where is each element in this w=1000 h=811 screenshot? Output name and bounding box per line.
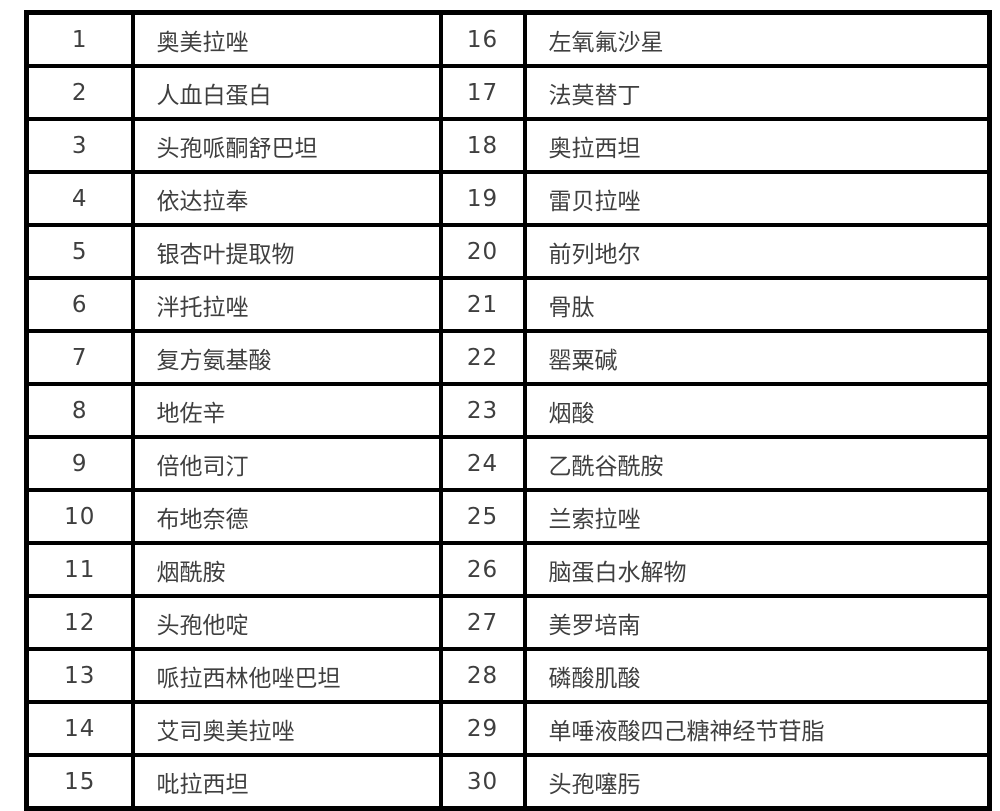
left-rank-cell: 5 (24, 223, 135, 280)
right-rank-cell: 28 (438, 647, 527, 704)
right-rank-cell: 16 (438, 10, 527, 68)
right-rank-cell: 26 (438, 541, 527, 598)
left-rank-cell: 6 (24, 276, 135, 333)
right-drug-name-cell: 磷酸肌酸 (522, 647, 992, 704)
table-row: 9 倍他司汀 24 乙酰谷酰胺 (24, 435, 992, 492)
left-drug-name-cell: 吡拉西坦 (130, 753, 443, 811)
right-drug-name-cell: 左氧氟沙星 (522, 10, 992, 68)
right-drug-name-cell: 头孢噻肟 (522, 753, 992, 811)
right-rank-cell: 19 (438, 170, 527, 227)
left-drug-name-cell: 泮托拉唑 (130, 276, 443, 333)
right-rank-cell: 17 (438, 64, 527, 121)
table-row: 10 布地奈德 25 兰索拉唑 (24, 488, 992, 545)
table-row: 15 吡拉西坦 30 头孢噻肟 (24, 753, 992, 811)
right-drug-name-cell: 罂粟碱 (522, 329, 992, 386)
table-row: 6 泮托拉唑 21 骨肽 (24, 276, 992, 333)
right-drug-name-cell: 脑蛋白水解物 (522, 541, 992, 598)
table-row: 8 地佐辛 23 烟酸 (24, 382, 992, 439)
table-row: 12 头孢他啶 27 美罗培南 (24, 594, 992, 651)
drug-list-table: 1 奥美拉唑 16 左氧氟沙星 2 人血白蛋白 17 法莫替丁 3 头孢哌酮舒巴… (24, 10, 992, 811)
table-row: 13 哌拉西林他唑巴坦 28 磷酸肌酸 (24, 647, 992, 704)
drug-table-body: 1 奥美拉唑 16 左氧氟沙星 2 人血白蛋白 17 法莫替丁 3 头孢哌酮舒巴… (24, 10, 992, 811)
left-drug-name-cell: 人血白蛋白 (130, 64, 443, 121)
table-row: 11 烟酰胺 26 脑蛋白水解物 (24, 541, 992, 598)
left-rank-cell: 15 (24, 753, 135, 811)
right-rank-cell: 24 (438, 435, 527, 492)
right-drug-name-cell: 乙酰谷酰胺 (522, 435, 992, 492)
left-rank-cell: 8 (24, 382, 135, 439)
left-drug-name-cell: 头孢他啶 (130, 594, 443, 651)
table-row: 1 奥美拉唑 16 左氧氟沙星 (24, 10, 992, 68)
left-rank-cell: 7 (24, 329, 135, 386)
left-drug-name-cell: 复方氨基酸 (130, 329, 443, 386)
right-drug-name-cell: 兰索拉唑 (522, 488, 992, 545)
table-row: 14 艾司奥美拉唑 29 单唾液酸四己糖神经节苷脂 (24, 700, 992, 757)
right-rank-cell: 27 (438, 594, 527, 651)
right-drug-name-cell: 美罗培南 (522, 594, 992, 651)
left-rank-cell: 1 (24, 10, 135, 68)
right-drug-name-cell: 骨肽 (522, 276, 992, 333)
right-drug-name-cell: 法莫替丁 (522, 64, 992, 121)
left-rank-cell: 2 (24, 64, 135, 121)
left-rank-cell: 10 (24, 488, 135, 545)
left-rank-cell: 11 (24, 541, 135, 598)
table-row: 3 头孢哌酮舒巴坦 18 奥拉西坦 (24, 117, 992, 174)
left-rank-cell: 12 (24, 594, 135, 651)
left-drug-name-cell: 奥美拉唑 (130, 10, 443, 68)
left-rank-cell: 13 (24, 647, 135, 704)
left-drug-name-cell: 布地奈德 (130, 488, 443, 545)
right-drug-name-cell: 单唾液酸四己糖神经节苷脂 (522, 700, 992, 757)
right-rank-cell: 29 (438, 700, 527, 757)
right-rank-cell: 30 (438, 753, 527, 811)
table-row: 7 复方氨基酸 22 罂粟碱 (24, 329, 992, 386)
left-drug-name-cell: 地佐辛 (130, 382, 443, 439)
right-rank-cell: 20 (438, 223, 527, 280)
left-drug-name-cell: 头孢哌酮舒巴坦 (130, 117, 443, 174)
table-row: 2 人血白蛋白 17 法莫替丁 (24, 64, 992, 121)
table-row: 5 银杏叶提取物 20 前列地尔 (24, 223, 992, 280)
right-drug-name-cell: 奥拉西坦 (522, 117, 992, 174)
table-row: 4 依达拉奉 19 雷贝拉唑 (24, 170, 992, 227)
left-rank-cell: 9 (24, 435, 135, 492)
left-rank-cell: 3 (24, 117, 135, 174)
left-rank-cell: 14 (24, 700, 135, 757)
right-rank-cell: 23 (438, 382, 527, 439)
right-drug-name-cell: 前列地尔 (522, 223, 992, 280)
left-drug-name-cell: 倍他司汀 (130, 435, 443, 492)
left-drug-name-cell: 艾司奥美拉唑 (130, 700, 443, 757)
right-drug-name-cell: 雷贝拉唑 (522, 170, 992, 227)
right-rank-cell: 21 (438, 276, 527, 333)
left-drug-name-cell: 银杏叶提取物 (130, 223, 443, 280)
left-rank-cell: 4 (24, 170, 135, 227)
right-rank-cell: 25 (438, 488, 527, 545)
right-rank-cell: 22 (438, 329, 527, 386)
left-drug-name-cell: 哌拉西林他唑巴坦 (130, 647, 443, 704)
right-rank-cell: 18 (438, 117, 527, 174)
left-drug-name-cell: 依达拉奉 (130, 170, 443, 227)
left-drug-name-cell: 烟酰胺 (130, 541, 443, 598)
right-drug-name-cell: 烟酸 (522, 382, 992, 439)
